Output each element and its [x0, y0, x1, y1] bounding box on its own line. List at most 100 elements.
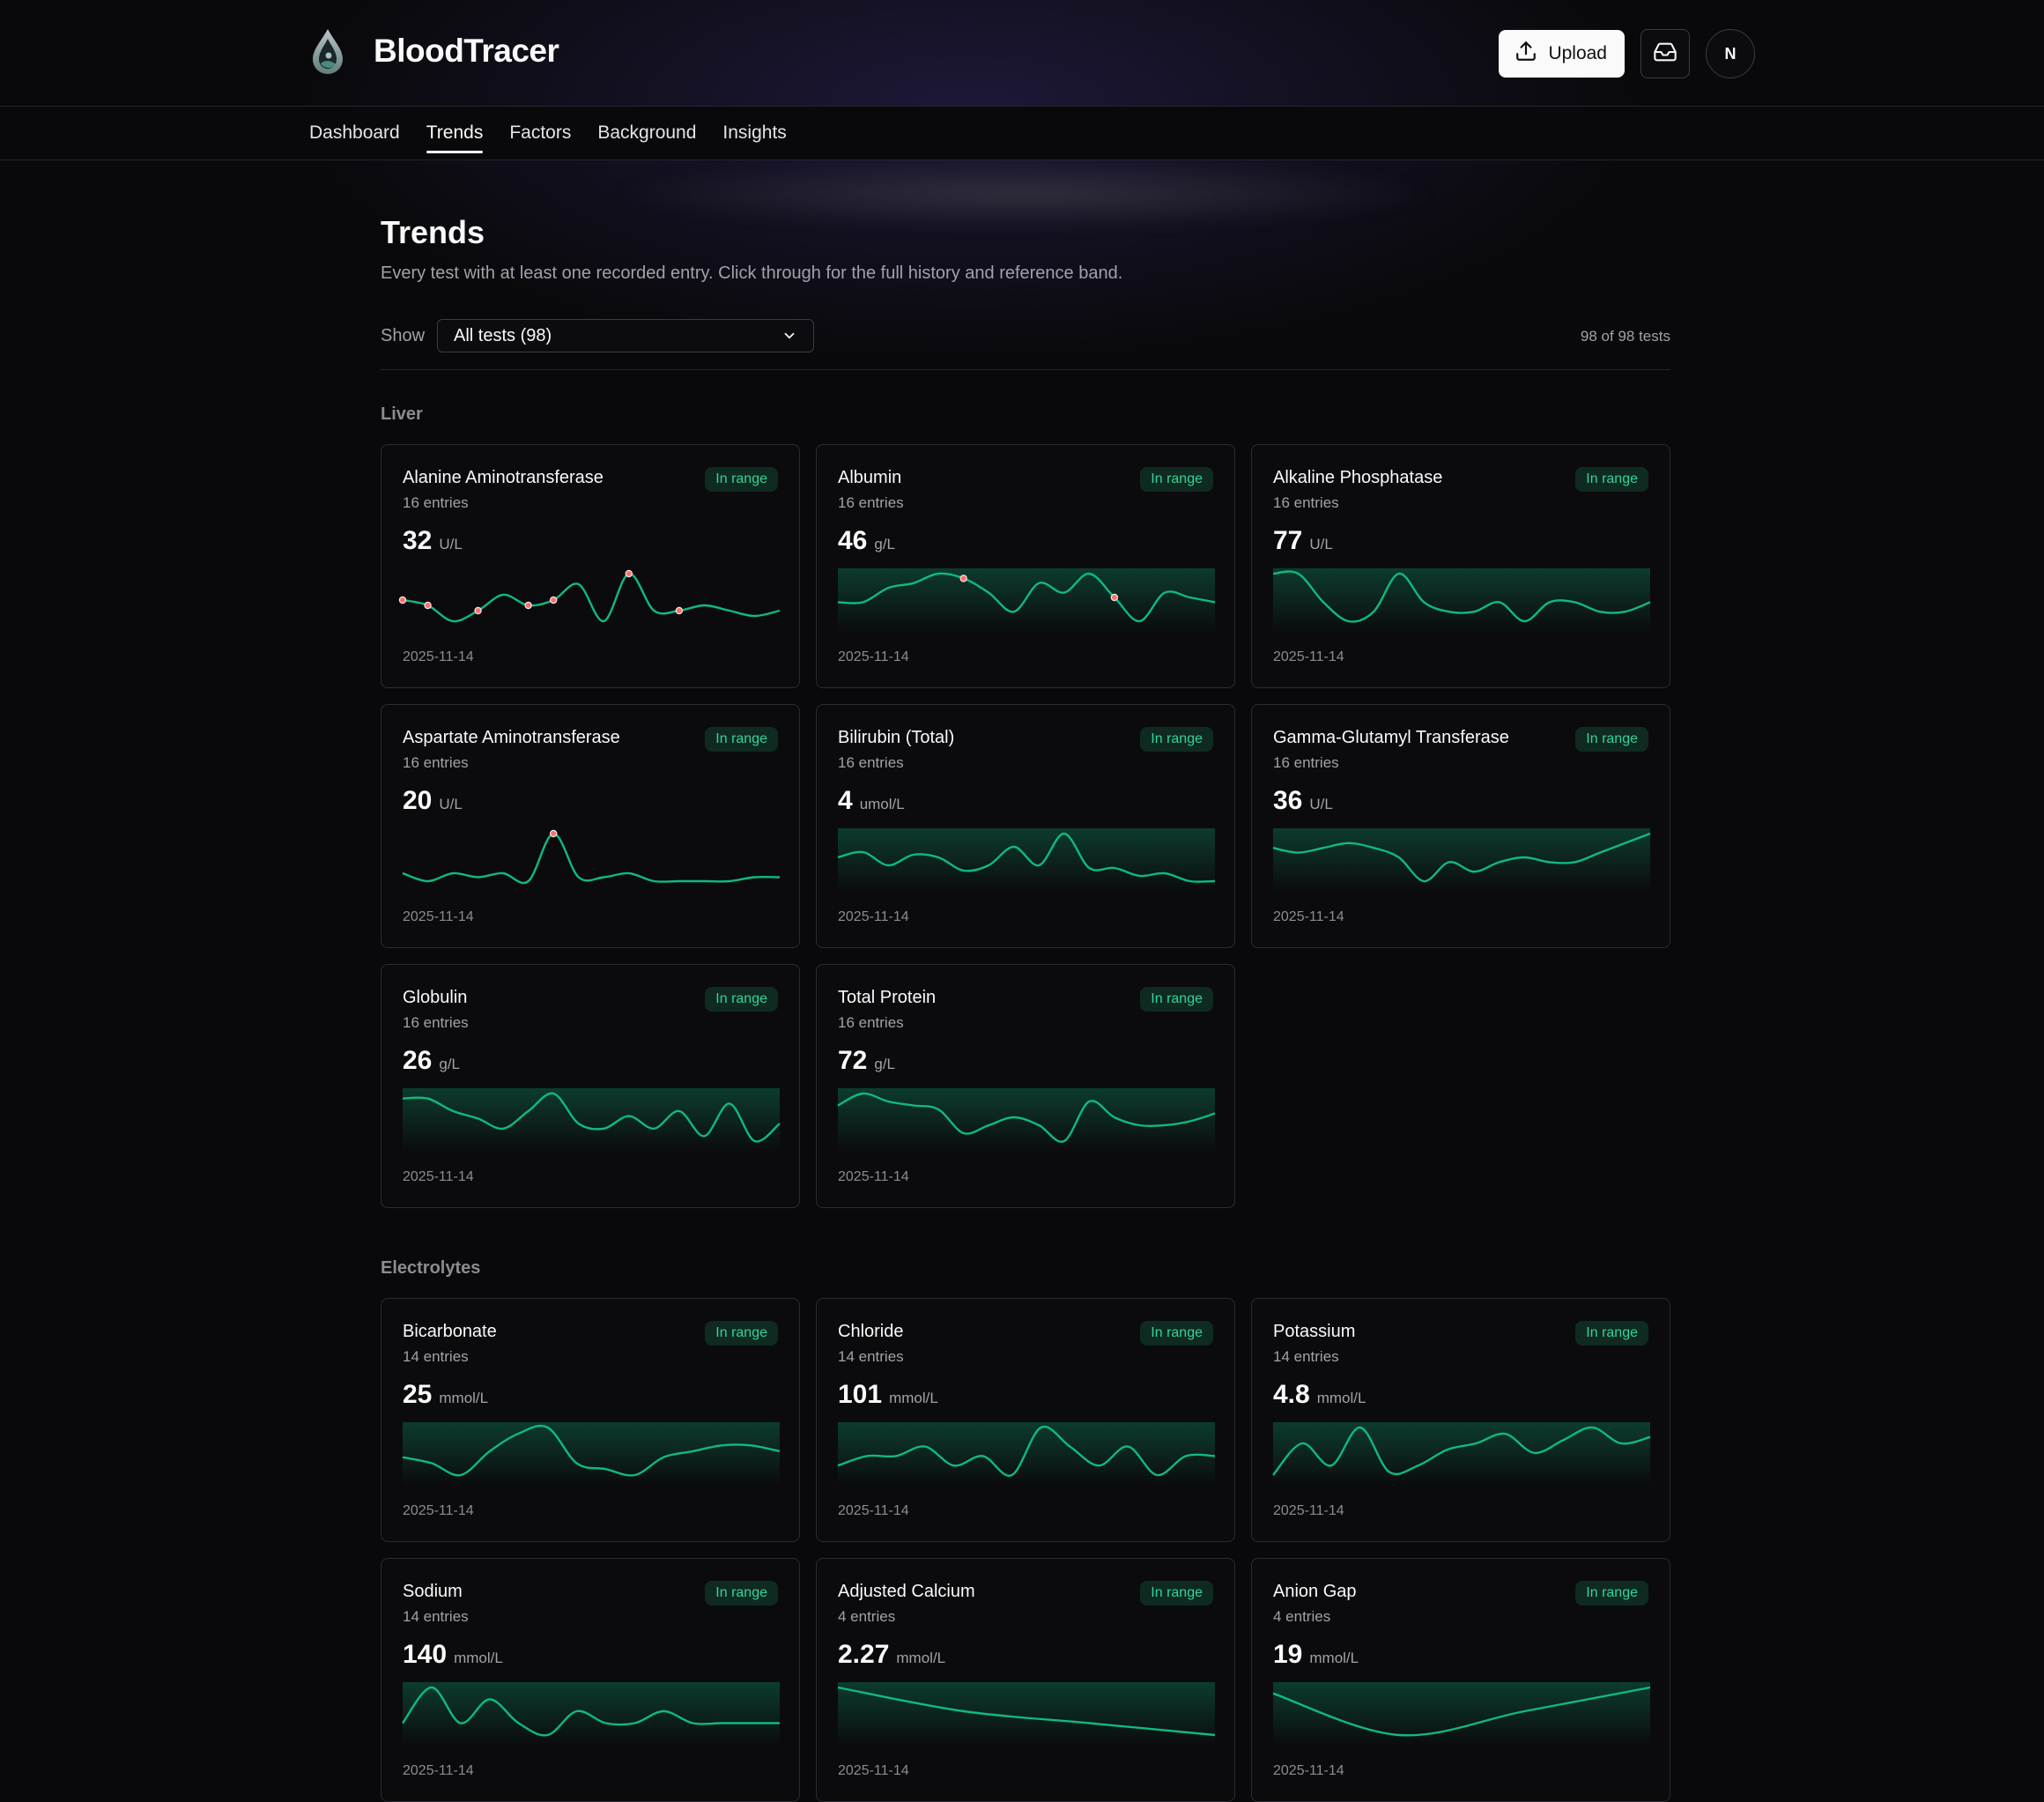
status-badge: In range — [1575, 1321, 1648, 1346]
flagged-point[interactable] — [549, 829, 558, 838]
latest-date: 2025-11-14 — [403, 1503, 474, 1518]
test-name: Gamma-Glutamyl Transferase — [1273, 728, 1509, 747]
value-unit: mmol/L — [454, 1650, 503, 1666]
test-name: Aspartate Aminotransferase — [403, 728, 620, 747]
filter-row: Show All tests (98) 98 of 98 tests — [381, 319, 1670, 354]
show-label: Show — [381, 326, 426, 345]
value-number: 25 — [403, 1380, 433, 1409]
test-name: Bicarbonate — [403, 1322, 497, 1341]
value-number: 36 — [1273, 786, 1303, 815]
flagged-point[interactable] — [549, 596, 558, 604]
trend-card-chloride[interactable]: Chloride 14 entries In range 101 mmol/L 2025-… — [816, 1298, 1235, 1542]
test-name: Albumin — [838, 468, 902, 487]
latest-date: 2025-11-14 — [1273, 1503, 1344, 1518]
sparkline-chart — [402, 1088, 781, 1152]
latest-value: 101 mmol/L — [838, 1380, 938, 1410]
entry-count: 16 entries — [1273, 494, 1339, 511]
status-badge: In range — [1140, 1321, 1213, 1346]
value-unit: umol/L — [859, 796, 905, 812]
trend-card-adjusted-calcium[interactable]: Adjusted Calcium 4 entries In range 2.27 mmo… — [816, 1558, 1235, 1802]
trend-card-globulin[interactable]: Globulin 16 entries In range 26 g/L 2025-11-1… — [381, 964, 800, 1208]
trend-card-aspartate-aminotransferase[interactable]: Aspartate Aminotransferase 16 entries In r… — [381, 704, 800, 948]
value-number: 46 — [838, 526, 868, 555]
status-badge: In range — [705, 467, 778, 492]
liver-card-grid: Alanine Aminotransferase 16 entries In ran… — [381, 444, 1670, 1208]
latest-date: 2025-11-14 — [403, 1169, 474, 1184]
test-name: Chloride — [838, 1322, 904, 1341]
latest-date: 2025-11-14 — [1273, 909, 1344, 924]
reference-band — [838, 828, 1215, 892]
tab-background[interactable]: Background — [597, 122, 697, 143]
trend-card-gamma-glutamyl-transferase[interactable]: Gamma-Glutamyl Transferase 16 entries In r… — [1251, 704, 1670, 948]
inbox-icon — [1653, 40, 1677, 69]
value-unit: U/L — [439, 796, 463, 812]
latest-date: 2025-11-14 — [1273, 649, 1344, 664]
value-unit: mmol/L — [1316, 1390, 1366, 1406]
trend-line — [837, 832, 1216, 883]
test-name: Potassium — [1273, 1322, 1356, 1341]
page-title: Trends — [381, 214, 485, 250]
status-badge: In range — [705, 727, 778, 752]
latest-value: 4.8 mmol/L — [1273, 1380, 1366, 1410]
top-bar: BloodTracer Upload N — [0, 0, 2044, 107]
trend-line — [837, 1425, 1216, 1477]
tab-insights[interactable]: Insights — [722, 122, 787, 143]
tab-factors[interactable]: Factors — [509, 122, 572, 143]
flagged-point[interactable] — [959, 575, 967, 582]
trend-card-bilirubin-total[interactable]: Bilirubin (Total) 16 entries In range 4 umol… — [816, 704, 1235, 948]
trend-card-sodium[interactable]: Sodium 14 entries In range 140 mmol/L 2025-11… — [381, 1558, 800, 1802]
status-badge: In range — [705, 1321, 778, 1346]
test-filter-value: All tests (98) — [454, 325, 552, 345]
status-badge: In range — [1575, 1581, 1648, 1605]
latest-value: 26 g/L — [403, 1046, 460, 1076]
tab-trends[interactable]: Trends — [413, 107, 497, 159]
latest-value: 36 U/L — [1273, 786, 1333, 816]
sparkline-chart — [837, 1422, 1216, 1486]
value-number: 4 — [838, 786, 853, 815]
test-name: Adjusted Calcium — [838, 1582, 975, 1601]
trend-card-anion-gap[interactable]: Anion Gap 4 entries In range 19 mmol/L 2025-1… — [1251, 1558, 1670, 1802]
latest-date: 2025-11-14 — [403, 649, 474, 664]
reference-band — [403, 1422, 780, 1486]
value-number: 19 — [1273, 1640, 1303, 1669]
trend-line — [837, 572, 1216, 623]
flagged-point[interactable] — [524, 601, 532, 610]
trend-card-potassium[interactable]: Potassium 14 entries In range 4.8 mmol/L 2025… — [1251, 1298, 1670, 1542]
value-unit: U/L — [439, 536, 463, 552]
trend-card-albumin[interactable]: Albumin 16 entries In range 46 g/L 2025-11-14 — [816, 444, 1235, 688]
avatar[interactable]: N — [1706, 29, 1755, 78]
brand[interactable]: BloodTracer — [308, 26, 559, 76]
value-unit: g/L — [874, 536, 896, 552]
trend-card-bicarbonate[interactable]: Bicarbonate 14 entries In range 25 mmol/L 202… — [381, 1298, 800, 1542]
flagged-point[interactable] — [625, 569, 633, 578]
sparkline-chart — [837, 1682, 1216, 1746]
inbox-button[interactable] — [1640, 29, 1690, 78]
status-badge: In range — [1140, 727, 1213, 752]
status-badge: In range — [1140, 1581, 1213, 1605]
value-number: 20 — [403, 786, 433, 815]
trend-card-alkaline-phosphatase[interactable]: Alkaline Phosphatase 16 entries In range 77… — [1251, 444, 1670, 688]
flagged-point[interactable] — [474, 606, 482, 615]
latest-value: 77 U/L — [1273, 526, 1333, 556]
trend-card-total-protein[interactable]: Total Protein 16 entries In range 72 g/L 2025… — [816, 964, 1235, 1208]
trend-card-alanine-aminotransferase[interactable]: Alanine Aminotransferase 16 entries In ran… — [381, 444, 800, 688]
test-name: Anion Gap — [1273, 1582, 1357, 1601]
flagged-point[interactable] — [398, 596, 407, 604]
sparkline-chart — [1272, 1682, 1651, 1746]
upload-button[interactable]: Upload — [1499, 30, 1625, 78]
test-filter-select[interactable]: All tests (98) — [437, 319, 814, 352]
test-name: Alkaline Phosphatase — [1273, 468, 1443, 487]
flagged-point[interactable] — [424, 601, 432, 610]
latest-value: 2.27 mmol/L — [838, 1640, 945, 1670]
flagged-point[interactable] — [1110, 593, 1119, 602]
tab-dashboard[interactable]: Dashboard — [309, 122, 400, 143]
entry-count: 16 entries — [403, 754, 469, 771]
entry-count: 16 entries — [1273, 754, 1339, 771]
latest-value: 140 mmol/L — [403, 1640, 503, 1670]
latest-date: 2025-11-14 — [838, 649, 909, 664]
value-unit: U/L — [1309, 796, 1333, 812]
flagged-point[interactable] — [675, 606, 684, 615]
value-number: 101 — [838, 1380, 883, 1409]
sparkline-chart — [402, 1422, 781, 1486]
upload-icon — [1514, 40, 1537, 68]
